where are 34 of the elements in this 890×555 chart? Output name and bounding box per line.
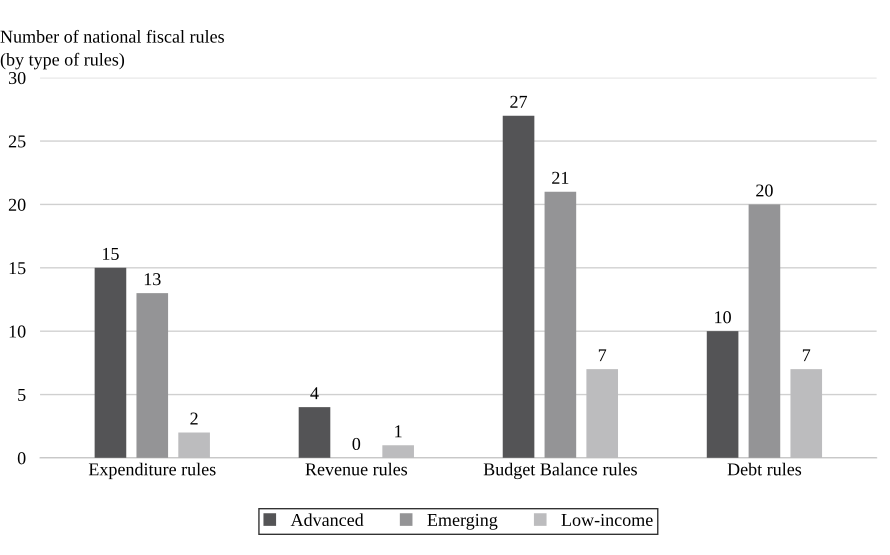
y-tick-label: 25: [8, 135, 26, 148]
bar: [706, 331, 738, 458]
legend-label: Emerging: [427, 514, 498, 530]
x-tick-label: Debt rules: [728, 462, 802, 476]
bar: [544, 192, 576, 458]
data-label: 0: [352, 438, 360, 450]
data-label: 7: [802, 349, 810, 362]
data-label: 27: [510, 96, 528, 108]
data-label: 1: [395, 425, 402, 438]
y-tick-label: 20: [8, 198, 26, 211]
y-tick-label: 10: [10, 325, 26, 338]
data-label: 20: [756, 184, 773, 197]
data-label: 7: [598, 349, 606, 362]
y-tick-label: 0: [18, 452, 26, 464]
data-label: 21: [552, 172, 568, 184]
bar: [136, 293, 168, 458]
data-label: 15: [103, 248, 119, 260]
x-tick-label: Revenue rules: [305, 462, 408, 476]
bar: [502, 116, 534, 458]
data-label: 13: [144, 273, 161, 286]
y-axis-title: Number of national fiscal rules (by type of rules): [0, 30, 224, 70]
y-tick-label: 15: [10, 262, 26, 274]
x-tick-label: Expenditure rules: [88, 462, 216, 480]
y-tick-label: 5: [18, 388, 26, 401]
data-label: 4: [310, 387, 319, 400]
legend-label: Advanced: [290, 513, 364, 526]
x-tick-label: Budget Balance rules: [484, 462, 637, 480]
y-tick-label: 30: [8, 72, 26, 84]
bar: [94, 268, 126, 458]
legend-label: Low-income: [562, 514, 653, 526]
bar: [298, 407, 330, 458]
bar: [748, 204, 780, 458]
data-label: 10: [715, 311, 731, 324]
data-label: 2: [190, 412, 198, 425]
